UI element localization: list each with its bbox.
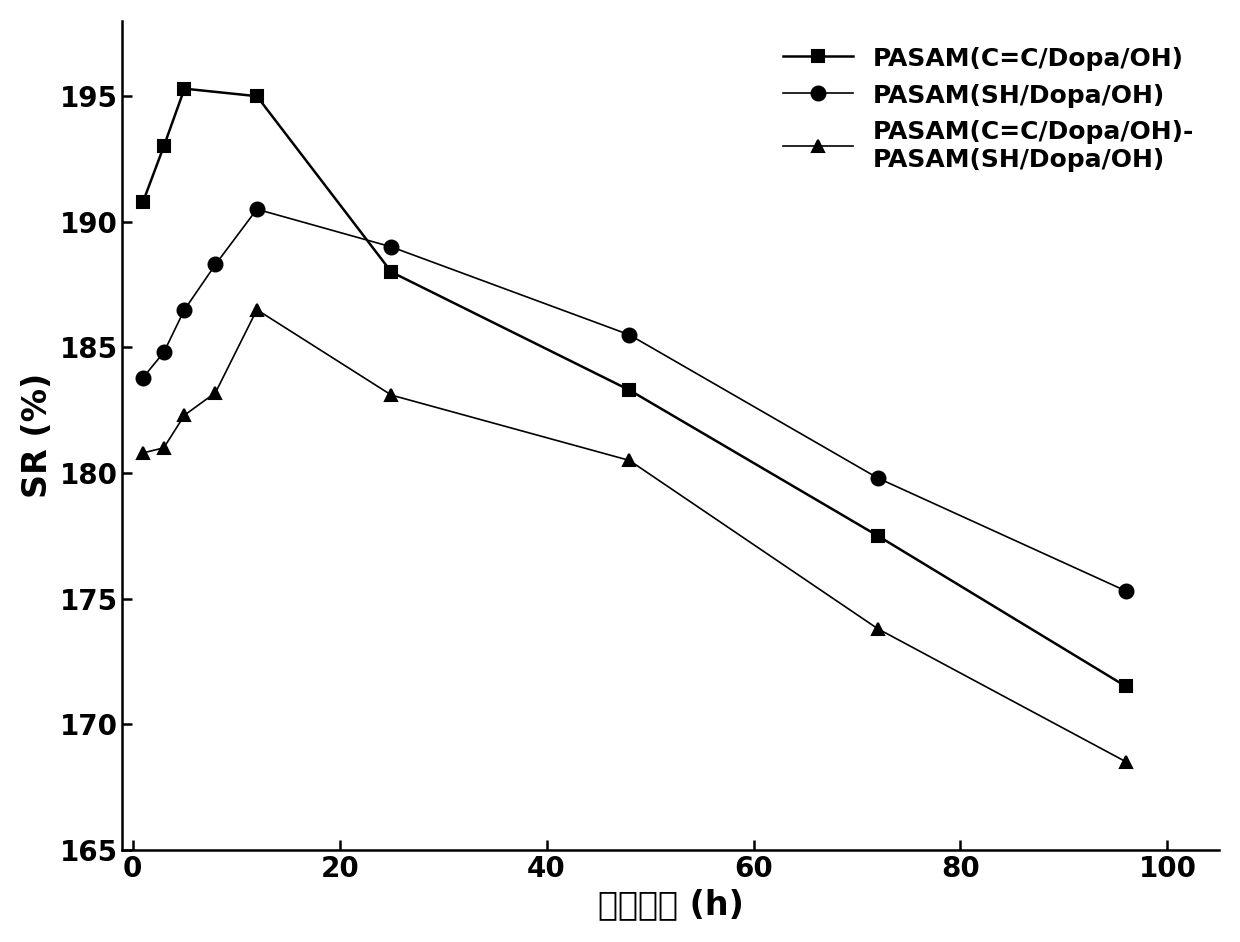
PASAM(C=C/Dopa/OH)	[870, 530, 885, 542]
PASAM(C=C/Dopa/OH)	[135, 196, 150, 207]
PASAM(SH/Dopa/OH)	[622, 329, 637, 340]
PASAM(C=C/Dopa/OH)	[1118, 681, 1133, 692]
PASAM(SH/Dopa/OH)	[208, 259, 223, 270]
PASAM(SH/Dopa/OH)	[135, 372, 150, 383]
PASAM(C=C/Dopa/OH)-
PASAM(SH/Dopa/OH)	[208, 387, 223, 398]
PASAM(SH/Dopa/OH)	[249, 203, 264, 215]
PASAM(C=C/Dopa/OH)	[177, 83, 192, 94]
PASAM(C=C/Dopa/OH)	[384, 267, 399, 278]
PASAM(SH/Dopa/OH)	[870, 472, 885, 483]
PASAM(C=C/Dopa/OH)-
PASAM(SH/Dopa/OH)	[1118, 756, 1133, 768]
PASAM(C=C/Dopa/OH)-
PASAM(SH/Dopa/OH)	[177, 410, 192, 421]
PASAM(C=C/Dopa/OH)	[156, 140, 171, 152]
PASAM(C=C/Dopa/OH)	[249, 90, 264, 102]
Y-axis label: SR (%): SR (%)	[21, 373, 53, 498]
PASAM(C=C/Dopa/OH)-
PASAM(SH/Dopa/OH)	[135, 447, 150, 459]
Line: PASAM(C=C/Dopa/OH): PASAM(C=C/Dopa/OH)	[136, 82, 1132, 692]
PASAM(SH/Dopa/OH)	[177, 304, 192, 316]
PASAM(C=C/Dopa/OH)	[622, 384, 637, 396]
PASAM(C=C/Dopa/OH)-
PASAM(SH/Dopa/OH)	[870, 623, 885, 634]
PASAM(C=C/Dopa/OH)-
PASAM(SH/Dopa/OH)	[156, 442, 171, 453]
PASAM(C=C/Dopa/OH)-
PASAM(SH/Dopa/OH)	[622, 455, 637, 466]
PASAM(C=C/Dopa/OH)-
PASAM(SH/Dopa/OH)	[384, 389, 399, 400]
Legend: PASAM(C=C/Dopa/OH), PASAM(SH/Dopa/OH), PASAM(C=C/Dopa/OH)-
PASAM(SH/Dopa/OH): PASAM(C=C/Dopa/OH), PASAM(SH/Dopa/OH), P…	[770, 33, 1207, 185]
Line: PASAM(C=C/Dopa/OH)-
PASAM(SH/Dopa/OH): PASAM(C=C/Dopa/OH)- PASAM(SH/Dopa/OH)	[136, 303, 1132, 768]
PASAM(SH/Dopa/OH)	[1118, 585, 1133, 596]
PASAM(C=C/Dopa/OH)-
PASAM(SH/Dopa/OH)	[249, 304, 264, 316]
PASAM(SH/Dopa/OH)	[156, 347, 171, 358]
Line: PASAM(SH/Dopa/OH): PASAM(SH/Dopa/OH)	[136, 203, 1133, 598]
X-axis label: 浸泡时间 (h): 浸泡时间 (h)	[598, 888, 744, 921]
PASAM(SH/Dopa/OH)	[384, 241, 399, 252]
